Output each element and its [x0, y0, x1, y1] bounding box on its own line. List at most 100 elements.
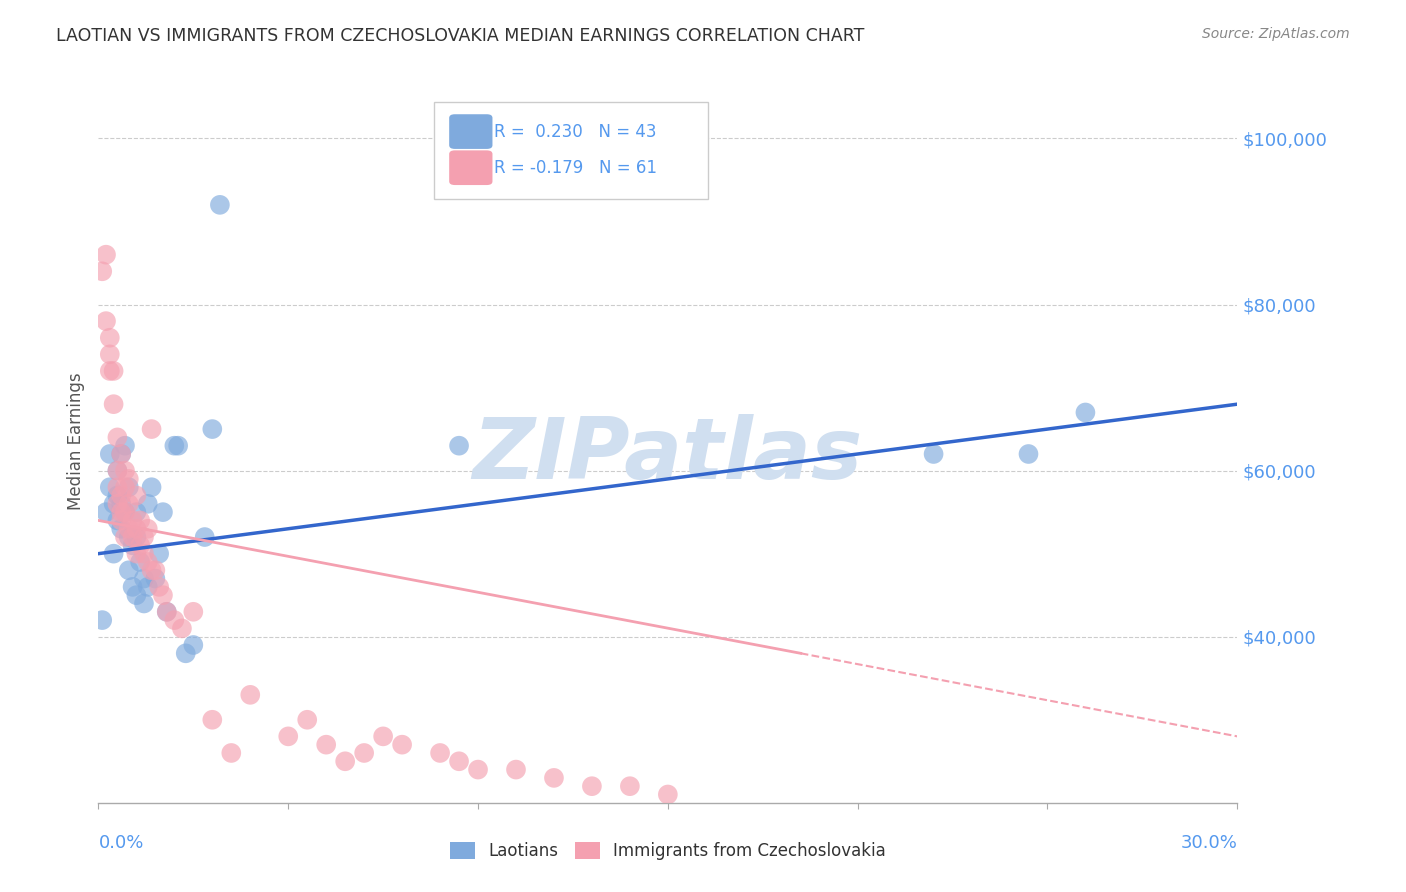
- Point: [125, 530, 148, 544]
- Point: [107, 430, 129, 444]
- Point: [94, 314, 117, 328]
- Text: 30.0%: 30.0%: [1181, 834, 1237, 852]
- Point: [145, 572, 167, 586]
- Point: [114, 530, 136, 544]
- Point: [132, 530, 155, 544]
- Point: [174, 646, 197, 660]
- Point: [208, 198, 231, 212]
- Point: [1074, 405, 1097, 419]
- Point: [152, 588, 174, 602]
- Point: [152, 505, 174, 519]
- Point: [125, 547, 148, 561]
- Point: [132, 597, 155, 611]
- Point: [371, 730, 394, 744]
- Point: [505, 763, 527, 777]
- Point: [91, 613, 114, 627]
- Point: [94, 505, 117, 519]
- Point: [107, 489, 129, 503]
- Point: [167, 439, 190, 453]
- Point: [110, 489, 132, 503]
- Point: [114, 505, 136, 519]
- Point: [118, 530, 141, 544]
- Point: [619, 779, 641, 793]
- Point: [467, 763, 489, 777]
- Text: 0.0%: 0.0%: [98, 834, 143, 852]
- Point: [110, 447, 132, 461]
- Point: [110, 522, 132, 536]
- Point: [1018, 447, 1040, 461]
- Text: LAOTIAN VS IMMIGRANTS FROM CZECHOSLOVAKIA MEDIAN EARNINGS CORRELATION CHART: LAOTIAN VS IMMIGRANTS FROM CZECHOSLOVAKI…: [56, 27, 865, 45]
- Text: R =  0.230   N = 43: R = 0.230 N = 43: [494, 122, 657, 141]
- FancyBboxPatch shape: [434, 102, 707, 200]
- Point: [136, 497, 159, 511]
- Point: [353, 746, 375, 760]
- Point: [121, 580, 143, 594]
- Point: [163, 439, 186, 453]
- Text: ZIPatlas: ZIPatlas: [472, 415, 863, 498]
- Point: [136, 522, 159, 536]
- Point: [114, 439, 136, 453]
- Point: [156, 605, 179, 619]
- Point: [136, 580, 159, 594]
- Point: [121, 530, 143, 544]
- Point: [103, 397, 125, 411]
- Point: [114, 464, 136, 478]
- Text: R = -0.179   N = 61: R = -0.179 N = 61: [494, 159, 657, 177]
- Point: [121, 513, 143, 527]
- Point: [141, 480, 163, 494]
- Y-axis label: Median Earnings: Median Earnings: [66, 373, 84, 510]
- Point: [98, 447, 121, 461]
- Point: [183, 605, 205, 619]
- Point: [148, 580, 170, 594]
- Point: [449, 439, 471, 453]
- Point: [132, 547, 155, 561]
- Point: [239, 688, 262, 702]
- Point: [156, 605, 179, 619]
- Point: [141, 563, 163, 577]
- Point: [110, 447, 132, 461]
- Point: [118, 472, 141, 486]
- Point: [922, 447, 945, 461]
- Point: [118, 522, 141, 536]
- Point: [297, 713, 319, 727]
- Point: [118, 480, 141, 494]
- Point: [121, 538, 143, 552]
- Point: [94, 248, 117, 262]
- Point: [145, 563, 167, 577]
- Point: [114, 480, 136, 494]
- FancyBboxPatch shape: [449, 151, 492, 185]
- Point: [98, 480, 121, 494]
- Point: [107, 464, 129, 478]
- Point: [110, 497, 132, 511]
- Point: [118, 563, 141, 577]
- Point: [98, 331, 121, 345]
- Point: [129, 538, 152, 552]
- Point: [170, 621, 193, 635]
- Point: [163, 613, 186, 627]
- Point: [91, 264, 114, 278]
- Point: [110, 505, 132, 519]
- Point: [125, 489, 148, 503]
- Point: [429, 746, 451, 760]
- Point: [449, 754, 471, 768]
- Point: [107, 464, 129, 478]
- Point: [201, 713, 224, 727]
- Point: [114, 505, 136, 519]
- Point: [136, 555, 159, 569]
- Point: [125, 522, 148, 536]
- Point: [581, 779, 603, 793]
- Point: [125, 588, 148, 602]
- Point: [107, 480, 129, 494]
- Point: [335, 754, 357, 768]
- Point: [391, 738, 413, 752]
- Point: [98, 347, 121, 361]
- Point: [103, 547, 125, 561]
- Point: [129, 513, 152, 527]
- Point: [148, 547, 170, 561]
- Point: [103, 364, 125, 378]
- Point: [221, 746, 243, 760]
- Point: [118, 497, 141, 511]
- Point: [183, 638, 205, 652]
- Point: [543, 771, 565, 785]
- Text: Source: ZipAtlas.com: Source: ZipAtlas.com: [1202, 27, 1350, 41]
